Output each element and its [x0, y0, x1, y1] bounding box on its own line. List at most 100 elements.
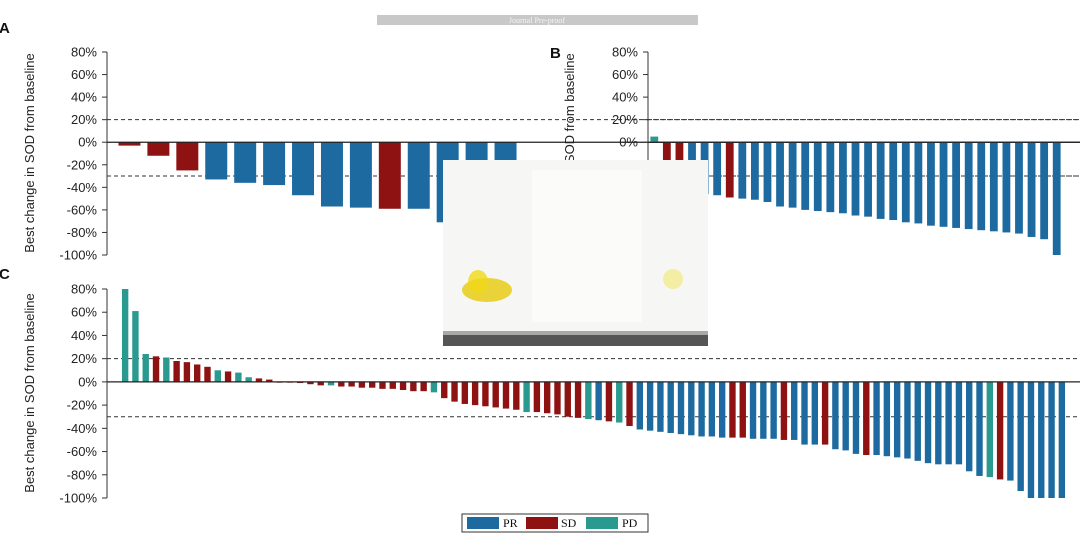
panel-b-bar [813, 142, 822, 212]
panel-c-bar [471, 381, 479, 406]
panel-b-bar [914, 142, 923, 224]
panel-c-bar [646, 381, 654, 431]
panel-a-bar [205, 142, 228, 180]
panel-c-bar [626, 381, 633, 427]
panel-c-bar [760, 381, 767, 439]
panel-c-bar [307, 381, 314, 385]
panel-c-bar [1007, 381, 1014, 481]
panel-b-y-tick-label: 60% [612, 67, 638, 82]
panel-c-bar [595, 381, 602, 421]
panel-c-bar [554, 381, 561, 415]
panel-c-bar [616, 381, 623, 423]
panel-c-bar [430, 381, 438, 393]
panel-c-bar [667, 381, 674, 433]
panel-b-bar [1027, 142, 1036, 237]
overlay-artifact [443, 160, 708, 346]
panel-c-y-tick-label: 0% [78, 374, 97, 389]
panel-c-bar [245, 377, 252, 382]
panel-a-bar [147, 142, 170, 156]
panel-c-bar [1017, 381, 1024, 492]
panel-a-bar [407, 142, 430, 209]
panel-c-bar [358, 381, 366, 388]
panel-letter-a: A [0, 20, 10, 37]
panel-b-y-tick-label: 80% [612, 45, 638, 60]
journal-header-text: Journal Pre-proof [509, 16, 566, 25]
panel-c-bar [235, 372, 242, 382]
panel-a-bar [263, 142, 286, 186]
panel-b-bar [864, 142, 872, 217]
panel-c-bar [718, 381, 726, 438]
panel-b-y-tick-label: 0% [619, 135, 638, 150]
panel-a-y-tick-label: 0% [78, 135, 97, 150]
panel-b-bar [763, 142, 772, 202]
overlay-bar-highlight [443, 331, 708, 335]
panel-c-bar [173, 360, 180, 382]
panel-c-bar [852, 381, 860, 454]
panel-c-bar [791, 381, 798, 440]
panel-b-bar [650, 136, 659, 143]
overlay-inner-panel [532, 170, 642, 322]
panel-a-bar [349, 142, 372, 208]
panel-c-bar [266, 379, 273, 382]
panel-a-y-tick-label: 20% [71, 112, 97, 127]
panel-c-bar [914, 381, 921, 461]
panel-b-bar [750, 142, 759, 200]
panel-c-bar [255, 378, 263, 382]
panel-c-bar [677, 381, 685, 435]
panel-c-bar [976, 381, 983, 476]
panel-c-bar [935, 381, 942, 465]
panel-c-bar [688, 381, 695, 436]
panel-c-bar [801, 381, 808, 445]
panel-a-y-tick-label: -20% [67, 157, 98, 172]
panel-c-bar [482, 381, 489, 407]
panel-b-bar [801, 142, 810, 210]
panel-c-bar [574, 381, 582, 418]
overlay-dark-bar [443, 334, 708, 346]
panel-a-bar [378, 142, 401, 209]
panel-a-bar [234, 142, 257, 183]
panel-c-bar [204, 366, 211, 382]
panel-b-bar [927, 142, 935, 226]
panel-c-bar [420, 381, 427, 392]
panel-a-y-tick-label: -100% [59, 248, 97, 263]
panel-c-bar [451, 381, 458, 402]
journal-header: Journal Pre-proof [377, 15, 698, 25]
panel-a-bar [118, 142, 141, 146]
panel-c-bar [368, 381, 376, 388]
legend: PR SD PD [461, 513, 649, 533]
panel-letter-b: B [550, 45, 561, 62]
panel-b-bar [876, 142, 885, 219]
panel-c-bar [132, 311, 139, 382]
panel-b-bar [964, 142, 973, 230]
panel-c-bar [883, 381, 891, 457]
panel-a-y-tick-label: 40% [71, 90, 97, 105]
panel-c-bar [863, 381, 870, 456]
panel-c-bar [410, 381, 417, 392]
panel-a-bar [292, 142, 315, 196]
panel-c-bar [183, 362, 191, 382]
panel-b-bar [788, 142, 797, 208]
panel-c-y-tick-label: 40% [71, 328, 97, 343]
panel-c-bar [152, 356, 160, 382]
yellow-blob-small [663, 269, 683, 289]
panel-c-bar [224, 371, 232, 382]
yellow-blob-top [468, 270, 488, 294]
panel-c-bar [924, 381, 932, 464]
panel-a-y-axis-label: Best change in SOD from baseline [22, 53, 37, 252]
panel-b-bar [952, 142, 961, 228]
panel-c-bar [657, 381, 664, 432]
panel-c-bar [214, 370, 221, 382]
panel-c-y-axis-label: Best change in SOD from baseline [22, 293, 37, 492]
panel-c-bar [636, 381, 644, 430]
panel-c-bar [873, 381, 880, 456]
panel-c-bar [749, 381, 757, 439]
panel-c-bar [564, 381, 571, 417]
panel-c-bar [389, 381, 396, 389]
panel-b-bar [901, 142, 910, 223]
panel-c-bar [585, 381, 592, 420]
panel-c-bar [698, 381, 705, 437]
panel-b-bar [839, 142, 847, 214]
journal-header-bar [377, 15, 698, 25]
panel-c-bar [461, 381, 469, 404]
panel-c-bar [842, 381, 849, 451]
